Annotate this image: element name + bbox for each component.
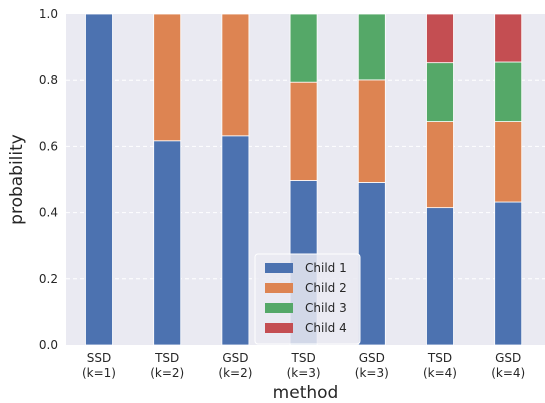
y-axis-label: probability xyxy=(7,134,27,225)
x-tick-labels: SSD (k=1) TSD (k=2) GSD (k=2) TSD (k=3) GSD (k=3)… xyxy=(82,351,525,380)
legend: Child 1 Child 2 Child 3 Child 4 xyxy=(254,253,361,345)
y-tick-label: 1.0 xyxy=(39,7,58,21)
bar-segment xyxy=(426,121,454,209)
y-tick-labels: 0.0 0.2 0.4 0.6 0.8 1.0 xyxy=(39,7,58,352)
bar-segment xyxy=(494,61,523,122)
legend-swatch xyxy=(265,303,293,313)
bar-segment xyxy=(221,135,250,346)
legend-entry: Child 3 xyxy=(305,301,347,315)
bars xyxy=(85,13,523,346)
bar-segment xyxy=(153,13,182,142)
x-tick-label: GSD (k=3) xyxy=(355,351,389,380)
bar-segment xyxy=(426,62,454,122)
bar-segment xyxy=(221,13,250,137)
bar-segment xyxy=(357,13,386,81)
legend-entry: Child 2 xyxy=(305,281,347,295)
bar-segment xyxy=(494,201,523,346)
x-tick-label: GSD (k=2) xyxy=(218,351,252,380)
y-tick-label: 0.0 xyxy=(39,338,58,352)
legend-box xyxy=(254,253,361,345)
x-tick-label: TSD (k=3) xyxy=(287,351,321,380)
x-tick-label: GSD (k=4) xyxy=(491,351,525,380)
bar-segment xyxy=(153,140,182,346)
x-axis-label: method xyxy=(273,383,339,403)
bar-segment xyxy=(289,81,318,181)
bar-segment xyxy=(357,79,386,183)
legend-swatch xyxy=(265,323,293,333)
bar-segment xyxy=(357,182,386,346)
bar-segment xyxy=(494,13,523,63)
y-tick-label: 0.6 xyxy=(39,139,58,153)
x-tick-label: TSD (k=4) xyxy=(423,351,457,380)
x-tick-label: SSD (k=1) xyxy=(82,351,116,380)
legend-entry: Child 4 xyxy=(305,321,347,335)
y-tick-label: 0.8 xyxy=(39,73,58,87)
bar-segment xyxy=(289,13,318,83)
bar-segment xyxy=(494,121,523,203)
legend-swatch xyxy=(265,283,293,293)
bar-segment xyxy=(426,207,454,346)
y-tick-label: 0.2 xyxy=(39,272,58,286)
bar-segment xyxy=(426,13,454,64)
legend-swatch xyxy=(265,263,293,273)
legend-entry: Child 1 xyxy=(305,261,347,275)
bar-segment xyxy=(85,13,113,346)
y-tick-label: 0.4 xyxy=(39,206,58,220)
x-tick-label: TSD (k=2) xyxy=(150,351,184,380)
